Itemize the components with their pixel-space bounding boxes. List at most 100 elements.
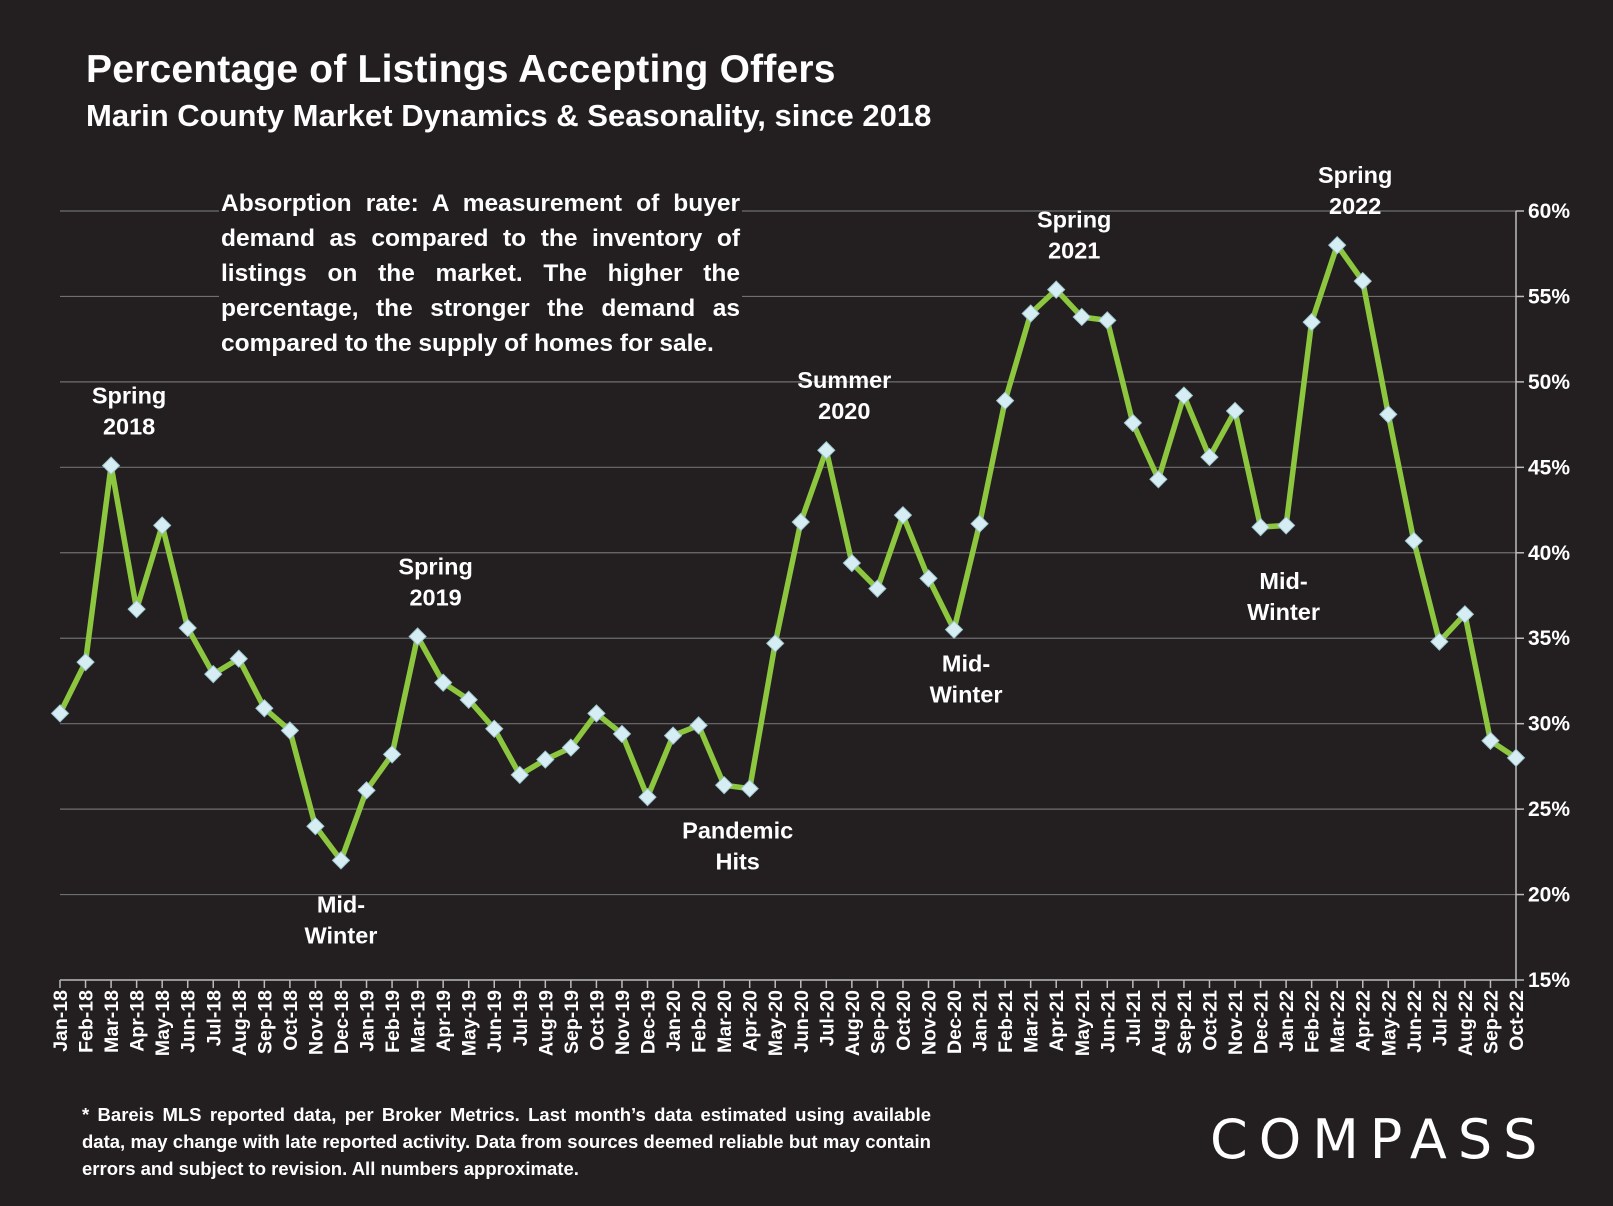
- data-point-marker: [766, 634, 785, 653]
- x-tick-label: Dec-18: [331, 990, 353, 1054]
- data-point-marker: [1353, 271, 1372, 291]
- data-point-marker: [1047, 280, 1066, 299]
- x-tick-label: Feb-22: [1302, 990, 1324, 1053]
- x-tick-label: Jul-18: [203, 990, 225, 1047]
- data-point-marker: [1327, 235, 1347, 255]
- y-tick-label: 60%: [1528, 200, 1570, 223]
- x-tick-label: Sep-20: [867, 990, 889, 1054]
- data-point-marker: [740, 779, 759, 798]
- x-tick-label: Aug-19: [535, 990, 557, 1056]
- data-point-marker: [1506, 748, 1526, 768]
- data-point-marker: [893, 505, 913, 525]
- axes: 15%20%25%30%35%40%45%50%55%60%Jan-18 Feb-…: [50, 200, 1570, 1056]
- data-point-marker: [485, 719, 504, 739]
- x-tick-label: Feb-21: [995, 990, 1017, 1053]
- data-point-marker: [382, 745, 402, 764]
- data-point-marker: [1481, 731, 1500, 750]
- data-point-marker: [1174, 386, 1194, 405]
- data-point-marker: [1149, 470, 1168, 489]
- x-tick-label: Jun-19: [484, 990, 506, 1053]
- x-tick-label: Apr-18: [127, 990, 149, 1052]
- data-point-marker: [357, 781, 376, 800]
- x-tick-label: Mar-21: [1021, 990, 1043, 1053]
- x-tick-label: Mar-19: [408, 990, 430, 1053]
- data-point-marker: [204, 664, 223, 684]
- y-tick-label: 15%: [1528, 969, 1570, 992]
- annotation-label: Summer 2020: [797, 367, 891, 424]
- x-tick-label: Nov-20: [918, 990, 940, 1055]
- annotation-label: Pandemic Hits: [682, 818, 793, 875]
- data-point-marker: [1302, 312, 1321, 332]
- data-point-marker: [663, 726, 683, 745]
- data-point-marker: [306, 816, 325, 836]
- series-line: [50, 235, 1526, 870]
- x-tick-label: Aug-20: [842, 990, 864, 1056]
- x-tick-label: Feb-20: [689, 990, 711, 1053]
- y-tick-label: 40%: [1528, 542, 1570, 565]
- x-tick-label: Apr-21: [1046, 990, 1068, 1052]
- description-text: Absorption rate: A measurement of buyer …: [219, 186, 742, 361]
- x-tick-label: Oct-19: [586, 990, 608, 1051]
- x-tick-label: Dec-19: [638, 990, 660, 1054]
- x-tick-label: Jun-20: [791, 990, 813, 1053]
- data-point-marker: [689, 716, 708, 735]
- data-point-marker: [612, 724, 632, 744]
- y-tick-label: 25%: [1528, 798, 1570, 821]
- data-point-marker: [638, 787, 657, 807]
- data-point-marker: [178, 618, 197, 638]
- data-point-marker: [1379, 405, 1398, 424]
- x-tick-label: Jan-20: [663, 990, 685, 1052]
- x-tick-label: Sep-19: [561, 990, 583, 1054]
- x-tick-label: Sep-22: [1480, 990, 1502, 1054]
- data-point-marker: [1251, 517, 1270, 537]
- data-point-marker: [1200, 447, 1219, 467]
- data-point-marker: [1276, 516, 1296, 535]
- x-tick-label: Jan-19: [357, 990, 379, 1052]
- x-tick-label: Mar-22: [1327, 990, 1349, 1053]
- x-tick-label: May-19: [459, 990, 481, 1056]
- data-point-marker: [868, 579, 887, 598]
- x-tick-label: Oct-22: [1506, 990, 1528, 1051]
- data-point-marker: [1455, 605, 1475, 624]
- x-tick-label: Apr-22: [1353, 990, 1375, 1052]
- chart-subtitle: Marin County Market Dynamics & Seasonali…: [86, 98, 932, 133]
- data-point-marker: [791, 512, 810, 532]
- x-tick-label: Oct-18: [280, 990, 302, 1051]
- annotation-label: Spring 2021: [1037, 207, 1111, 264]
- compass-logo: COMPASS: [1210, 1108, 1549, 1171]
- y-tick-label: 35%: [1528, 627, 1570, 650]
- data-point-marker: [1021, 304, 1040, 323]
- data-point-marker: [944, 620, 964, 639]
- x-tick-label: Jul-20: [816, 990, 838, 1047]
- annotation-label: Spring 2018: [92, 383, 166, 440]
- x-tick-label: Jan-21: [970, 990, 992, 1052]
- data-point-marker: [1430, 632, 1449, 651]
- x-tick-label: Jul-19: [510, 990, 532, 1047]
- x-tick-label: Oct-20: [893, 990, 915, 1051]
- data-point-marker: [536, 750, 555, 769]
- x-tick-label: Nov-19: [612, 990, 634, 1055]
- data-point-marker: [561, 738, 581, 757]
- data-point-marker: [919, 569, 938, 588]
- data-point-marker: [1404, 531, 1424, 551]
- y-tick-label: 55%: [1528, 285, 1570, 308]
- annotation-label: Spring 2022: [1318, 162, 1392, 219]
- x-tick-label: Nov-21: [1225, 990, 1247, 1055]
- x-tick-label: Feb-18: [76, 990, 98, 1053]
- y-tick-label: 30%: [1528, 713, 1570, 736]
- x-tick-label: Aug-18: [229, 990, 251, 1056]
- x-tick-label: May-18: [152, 990, 174, 1056]
- annotations: Spring 2018 Mid-Winter Spring 2019 Pandemic Hi…: [92, 162, 1393, 948]
- data-point-marker: [331, 851, 351, 870]
- x-tick-label: Feb-19: [382, 990, 404, 1053]
- x-tick-label: Jul-22: [1429, 990, 1451, 1047]
- x-tick-label: May-22: [1378, 990, 1400, 1056]
- data-point-marker: [587, 704, 606, 723]
- x-tick-label: Oct-21: [1199, 990, 1221, 1051]
- data-point-marker: [817, 441, 836, 460]
- data-point-marker: [510, 765, 529, 785]
- x-tick-label: Aug-22: [1455, 990, 1477, 1056]
- x-tick-label: Dec-20: [944, 990, 966, 1054]
- x-tick-label: Apr-19: [433, 990, 455, 1052]
- x-tick-label: Jun-22: [1404, 990, 1426, 1053]
